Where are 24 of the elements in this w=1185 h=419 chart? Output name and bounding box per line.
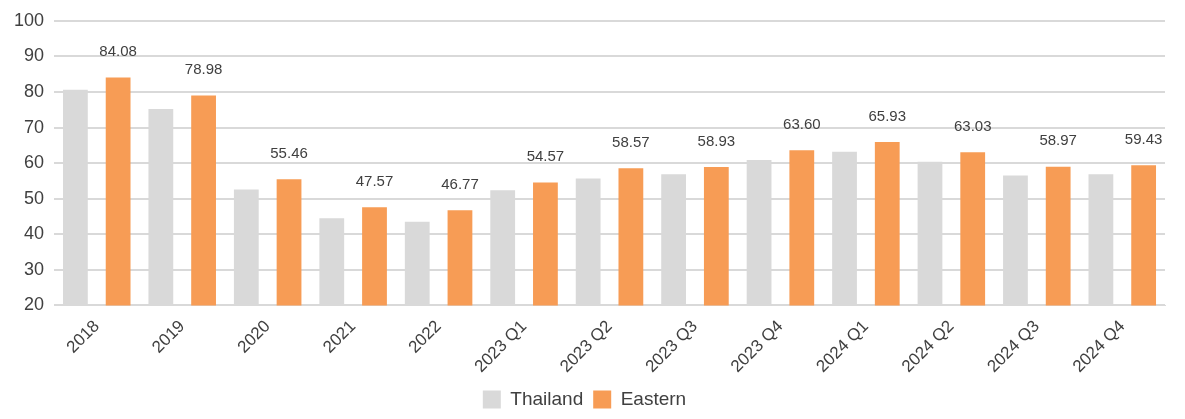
y-tick-label: 70: [24, 116, 45, 137]
y-tick-label: 80: [24, 80, 45, 101]
y-tick-label: 90: [24, 45, 45, 66]
data-label: 59.43: [1124, 129, 1163, 147]
data-label: 84.08: [99, 42, 137, 60]
data-label: 46.77: [441, 174, 479, 192]
data-label: 58.97: [1039, 131, 1077, 149]
data-label: 63.03: [953, 116, 992, 134]
data-label: 58.57: [612, 132, 650, 150]
data-label: 47.57: [355, 172, 394, 189]
y-tick-label: 40: [24, 223, 45, 244]
data-label: 55.46: [270, 143, 308, 161]
y-tick-label: 20: [24, 294, 45, 315]
y-tick-label: 50: [24, 187, 45, 208]
data-label: 54.57: [526, 147, 565, 165]
data-label: 63.60: [783, 114, 821, 132]
legend-label: Thailand: [510, 387, 584, 409]
y-tick-label: 100: [13, 9, 45, 30]
legend-label: Eastern: [620, 387, 687, 409]
y-tick-label: 60: [24, 152, 45, 173]
y-tick-label: 30: [24, 258, 45, 279]
data-label: 78.98: [184, 60, 223, 78]
data-label: 58.93: [697, 131, 736, 149]
data-label: 65.93: [868, 106, 907, 124]
